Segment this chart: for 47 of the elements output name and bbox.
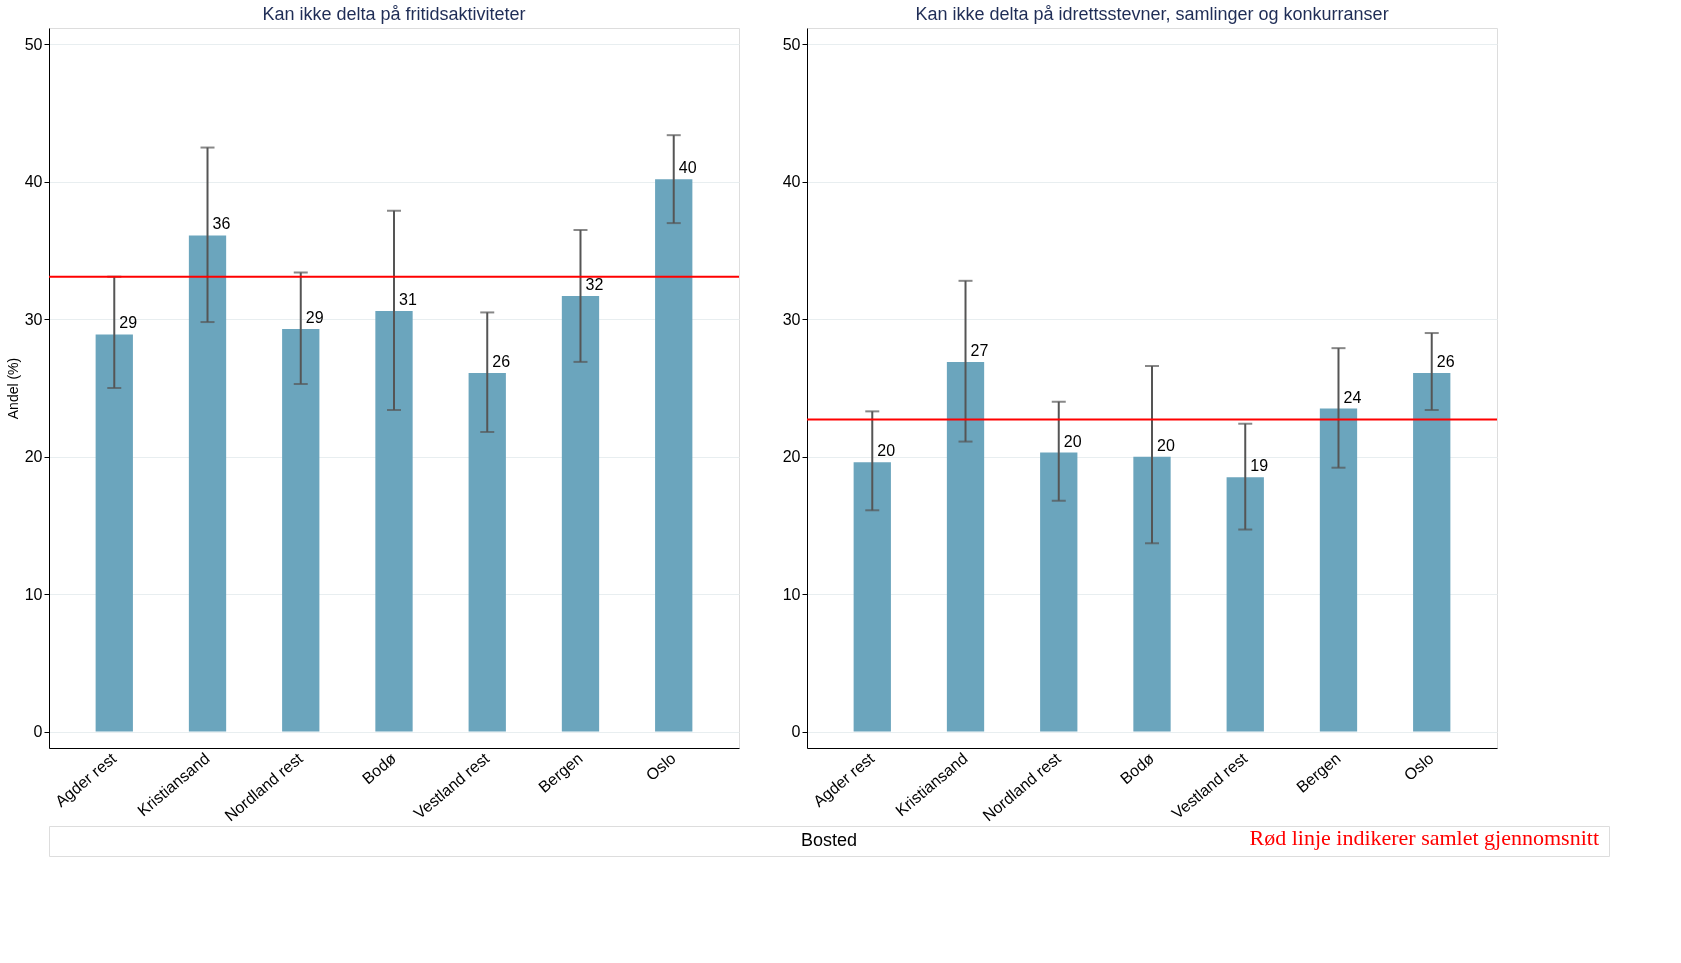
bar (1319, 408, 1358, 732)
bar (375, 311, 413, 732)
y-tick-label: 50 (24, 35, 43, 53)
bar (188, 235, 227, 732)
y-tick-label: 10 (24, 585, 43, 603)
data-label: 20 (1063, 432, 1082, 450)
y-tick-label: 30 (782, 310, 801, 328)
data-label: 24 (1343, 388, 1362, 406)
data-label: 32 (585, 275, 604, 293)
bar (655, 179, 693, 732)
y-tick-label: 0 (791, 723, 801, 741)
data-label: 31 (399, 291, 417, 309)
data-label: 40 (678, 159, 697, 177)
data-label: 29 (119, 314, 138, 332)
y-tick-label: 10 (782, 585, 801, 603)
y-tick-label: 0 (33, 723, 43, 741)
bar (1226, 477, 1264, 732)
bar (853, 462, 891, 732)
chart-title: Kan ikke delta på fritidsaktiviteter (262, 4, 526, 24)
y-axis-title: Andel (%) (4, 357, 21, 420)
data-label: 36 (212, 215, 231, 233)
bar (282, 328, 320, 732)
text: Rød linje indikerer samlet gjennomsnitt (1249, 825, 1599, 850)
data-label: 20 (1157, 436, 1175, 454)
x-tick-label: Oslo (1400, 749, 1437, 784)
x-tick-label: Oslo (642, 749, 679, 784)
data-label: 26 (1436, 352, 1455, 370)
bar (95, 334, 133, 732)
bar (561, 295, 600, 732)
y-tick-label: 30 (24, 310, 43, 328)
x-axis-title: Bosted (800, 830, 858, 850)
bar (1040, 452, 1078, 732)
y-tick-label: 40 (782, 173, 801, 191)
data-label: 20 (877, 442, 896, 460)
y-tick-label: 40 (24, 173, 43, 191)
bar (1413, 372, 1451, 732)
chart-title: Kan ikke delta på idrettsstevner, samlinger og konkurranser (915, 4, 1389, 24)
bar (468, 372, 506, 732)
bar (1133, 456, 1171, 732)
data-label: 29 (305, 308, 324, 326)
y-tick-label: 50 (782, 35, 801, 53)
bar (946, 361, 985, 732)
data-label: 27 (970, 341, 989, 359)
data-label: 26 (492, 352, 511, 370)
data-label: 19 (1250, 457, 1269, 475)
y-tick-label: 20 (782, 448, 801, 466)
y-tick-label: 20 (24, 448, 43, 466)
